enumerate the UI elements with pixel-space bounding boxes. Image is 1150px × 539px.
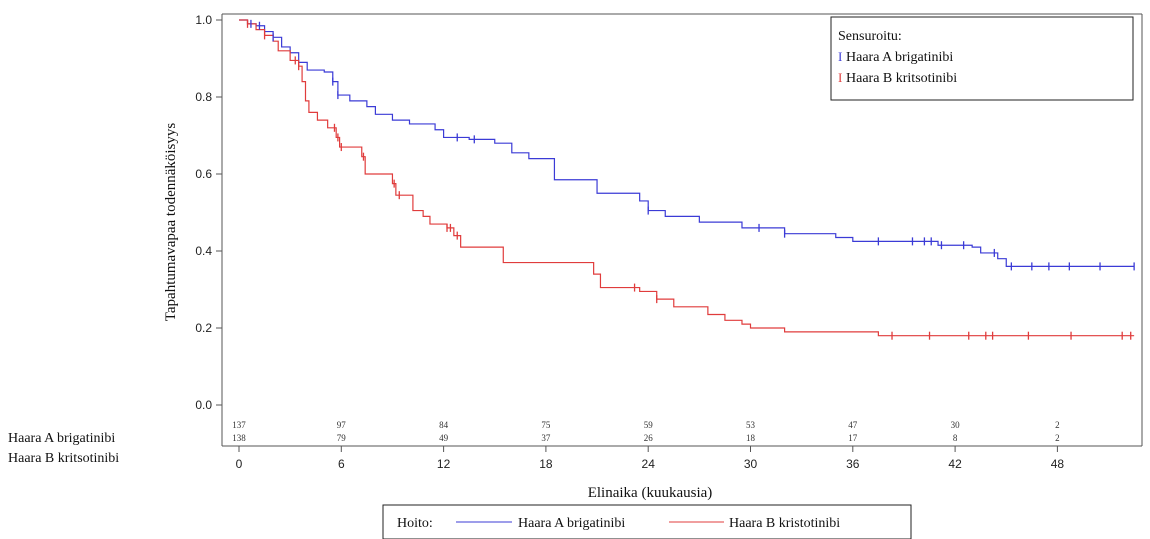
risk-value-a: 59	[644, 420, 654, 430]
curve-haara-b	[239, 19, 1135, 337]
x-tick-label: 48	[1051, 457, 1065, 471]
treatment-legend-item-a: Haara A brigatinibi	[518, 516, 625, 531]
x-tick-label: 18	[539, 457, 553, 471]
y-tick-label: 0.6	[195, 167, 212, 181]
treatment-legend-item-b: Haara B kristotinibi	[729, 516, 840, 531]
y-axis-ticks: 0.0 0.2 0.4 0.6 0.8 1.0	[195, 13, 222, 412]
risk-value-a: 84	[439, 420, 449, 430]
risk-value-a: 97	[337, 420, 347, 430]
x-tick-label: 24	[642, 457, 656, 471]
risk-value-a: 2	[1055, 420, 1060, 430]
risk-value-b: 26	[644, 433, 654, 443]
y-tick-label: 0.4	[195, 244, 212, 258]
x-axis-ticks: 0 6 12 18 24 30 36 42 48	[236, 446, 1065, 471]
censor-legend: Sensuroitu: I Haara A brigatinibi I Haar…	[830, 16, 1134, 101]
risk-value-b: 49	[439, 433, 449, 443]
y-tick-label: 1.0	[195, 13, 212, 27]
treatment-legend-title: Hoito:	[397, 516, 433, 531]
survival-curves	[239, 19, 1135, 337]
risk-value-b: 37	[541, 433, 551, 443]
x-axis-title: Elinaika (kuukausia)	[588, 485, 713, 501]
risk-table: 137 97 84 75 59 53 47 30 2 138 79 49 37 26 18 17 8 2	[232, 420, 1059, 443]
x-tick-label: 0	[236, 457, 243, 471]
risk-row-name-a: Haara A brigatinibi	[8, 431, 115, 446]
censor-legend-item-b: Haara B kritsotinibi	[846, 71, 957, 86]
treatment-legend: Hoito: Haara A brigatinibi Haara B krist…	[382, 504, 912, 539]
risk-value-a: 53	[746, 420, 756, 430]
risk-value-b: 18	[746, 433, 756, 443]
risk-row-name-b: Haara B kritsotinibi	[8, 451, 119, 466]
risk-value-b: 8	[953, 433, 958, 443]
censor-marks	[246, 19, 1135, 340]
risk-value-b: 138	[232, 433, 246, 443]
x-tick-label: 12	[437, 457, 451, 471]
censor-legend-item-a: Haara A brigatinibi	[846, 50, 953, 65]
risk-value-b: 2	[1055, 433, 1060, 443]
censor-legend-box	[830, 16, 1134, 101]
censor-legend-glyph-a: I	[838, 49, 842, 64]
curve-haara-a	[239, 19, 1135, 267]
y-tick-label: 0.0	[195, 398, 212, 412]
x-tick-label: 36	[846, 457, 860, 471]
risk-value-b: 17	[848, 433, 858, 443]
risk-value-a: 137	[232, 420, 246, 430]
risk-value-a: 30	[951, 420, 961, 430]
censor-legend-glyph-b: I	[838, 70, 842, 85]
x-tick-label: 42	[948, 457, 962, 471]
risk-value-a: 75	[541, 420, 551, 430]
y-tick-label: 0.2	[195, 321, 212, 335]
x-tick-label: 6	[338, 457, 345, 471]
risk-value-a: 47	[848, 420, 858, 430]
censor-legend-title: Sensuroitu:	[838, 29, 902, 44]
x-tick-label: 30	[744, 457, 758, 471]
y-tick-label: 0.8	[195, 90, 212, 104]
y-axis-title: Tapahtumavapaa todennäköisyys	[163, 123, 179, 322]
risk-value-b: 79	[337, 433, 347, 443]
